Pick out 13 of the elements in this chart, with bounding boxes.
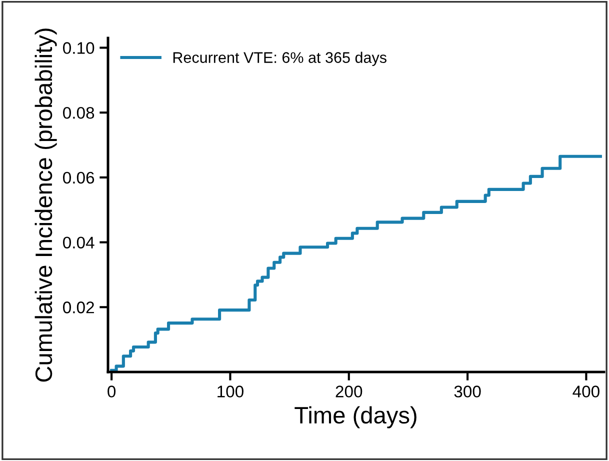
x-tick-label: 400 (572, 386, 600, 398)
legend-label: Recurrent VTE: 6% at 365 days (173, 52, 386, 66)
x-axis-title: Time (days) (294, 406, 416, 428)
x-tick-label: 200 (336, 386, 362, 398)
y-tick-label: 0.08 (63, 106, 94, 119)
y-axis-title: Cumulative Incidence (probability) (34, 28, 57, 382)
y-tick-label: 0.04 (63, 236, 94, 248)
y-tick-label: 0.06 (63, 172, 94, 184)
x-tick-label: 300 (454, 386, 481, 398)
x-tick-label: 100 (218, 386, 244, 398)
y-tick-label: 0.10 (63, 42, 94, 54)
y-tick-label: 0.02 (63, 302, 94, 314)
x-tick-label: 0 (108, 386, 116, 398)
